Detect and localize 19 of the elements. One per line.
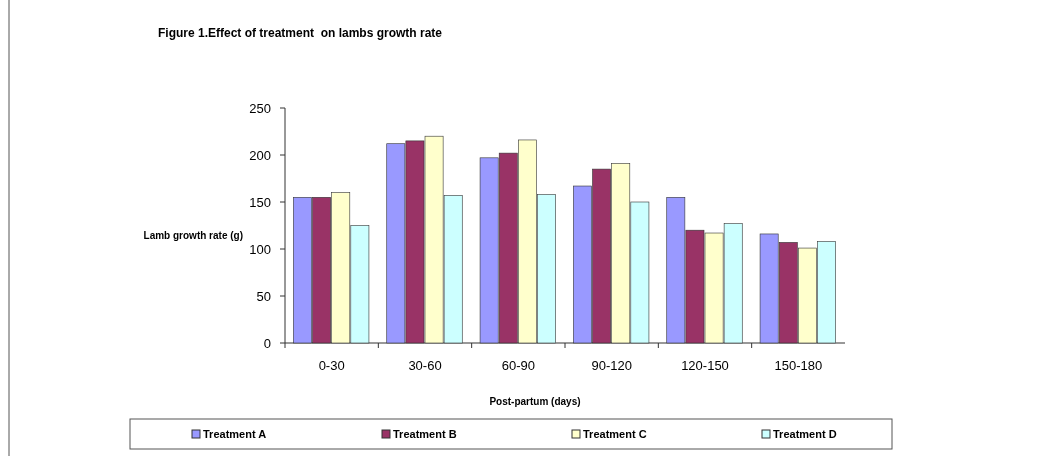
x-axis-title: Post-partum (days) xyxy=(489,396,581,407)
x-tick-label: 0-30 xyxy=(318,358,345,373)
y-tick-label: 150 xyxy=(249,194,271,210)
x-tick-label: 60-90 xyxy=(501,358,535,373)
legend-label: Treatment D xyxy=(773,428,837,440)
y-tick-label: 200 xyxy=(249,147,271,163)
legend-label: Treatment C xyxy=(583,428,647,440)
x-tick-label: 30-60 xyxy=(408,358,442,373)
y-tick-label: 250 xyxy=(249,100,271,116)
x-tick-label: 150-180 xyxy=(774,358,823,373)
x-tick-label: 90-120 xyxy=(591,358,632,373)
legend-label: Treatment B xyxy=(393,428,457,440)
y-tick-label: 0 xyxy=(263,335,271,351)
y-tick-label: 50 xyxy=(256,288,271,304)
y-tick-label: 100 xyxy=(249,241,271,257)
chart-title: Figure 1.Effect of treatment on lambs growth rate xyxy=(158,26,443,40)
x-tick-label: 120-150 xyxy=(681,358,729,373)
legend-label: Treatment A xyxy=(203,428,267,440)
y-axis-title: Lamb growth rate (g) xyxy=(143,230,243,241)
